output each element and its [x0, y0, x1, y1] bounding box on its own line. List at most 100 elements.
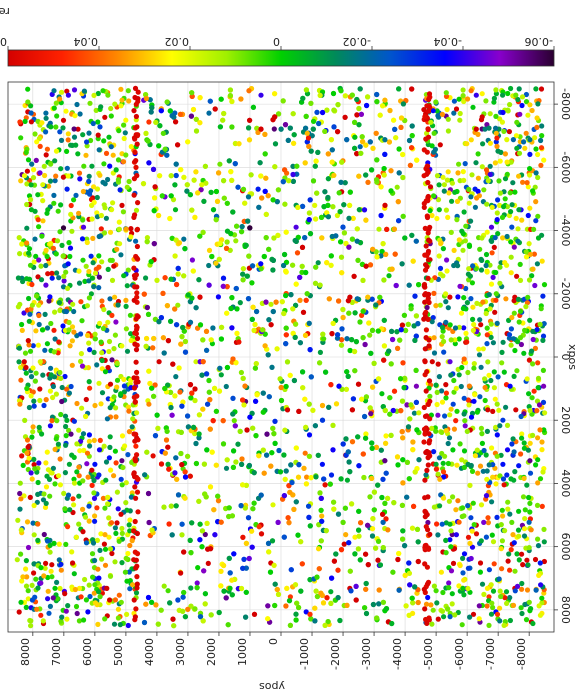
- data-point: [295, 474, 302, 480]
- data-point: [396, 86, 402, 92]
- data-point: [116, 128, 122, 134]
- data-point: [129, 424, 135, 430]
- data-point: [22, 118, 28, 124]
- data-point: [24, 437, 31, 443]
- data-point: [46, 183, 52, 189]
- data-point: [41, 531, 47, 538]
- data-point: [30, 424, 36, 430]
- data-point: [168, 404, 174, 411]
- data-point: [356, 105, 362, 112]
- data-point: [49, 270, 55, 276]
- data-point: [331, 558, 337, 564]
- data-point: [363, 551, 369, 557]
- data-point: [47, 423, 54, 429]
- data-point: [212, 106, 218, 112]
- data-point: [400, 174, 406, 181]
- edge-point: [425, 462, 431, 468]
- data-point: [70, 301, 76, 307]
- edge-point: [425, 126, 431, 132]
- data-point: [293, 499, 299, 505]
- data-point: [91, 495, 98, 501]
- data-point: [115, 302, 121, 308]
- data-point: [511, 244, 517, 250]
- data-point: [363, 394, 369, 400]
- data-point: [156, 319, 162, 325]
- data-point: [525, 447, 532, 453]
- data-point: [168, 276, 174, 282]
- data-point: [365, 94, 371, 100]
- data-point: [382, 458, 388, 464]
- data-point: [410, 258, 416, 264]
- data-point: [86, 438, 92, 444]
- data-point: [279, 299, 285, 305]
- data-point: [193, 116, 199, 122]
- data-point: [151, 335, 157, 342]
- data-point: [56, 473, 62, 479]
- data-point: [118, 103, 124, 109]
- data-point: [439, 608, 446, 614]
- data-point: [478, 364, 484, 370]
- data-point: [201, 198, 207, 204]
- data-point: [195, 190, 201, 196]
- data-point: [263, 175, 269, 181]
- data-point: [336, 298, 342, 304]
- data-point: [322, 622, 328, 629]
- data-point: [302, 332, 309, 338]
- data-point: [197, 120, 203, 126]
- data-point: [43, 115, 49, 121]
- data-point: [281, 493, 287, 499]
- data-point: [517, 277, 524, 283]
- data-point: [347, 189, 353, 195]
- data-point: [313, 474, 319, 480]
- data-point: [352, 534, 358, 540]
- data-point: [477, 246, 483, 252]
- data-point: [224, 228, 231, 234]
- data-point: [113, 319, 119, 325]
- data-point: [400, 480, 406, 486]
- data-point: [41, 163, 47, 169]
- data-point: [116, 592, 122, 598]
- data-point: [170, 616, 176, 622]
- data-point: [58, 618, 64, 624]
- data-point: [488, 582, 494, 588]
- data-point: [459, 228, 465, 234]
- edge-point: [426, 546, 432, 552]
- data-point: [508, 159, 514, 165]
- data-point: [521, 475, 527, 481]
- data-point: [489, 445, 495, 451]
- data-point: [143, 601, 149, 607]
- data-point: [64, 88, 70, 94]
- data-point: [439, 111, 445, 117]
- data-point: [107, 597, 113, 603]
- data-point: [204, 371, 210, 377]
- data-point: [103, 459, 110, 465]
- edge-point: [132, 212, 138, 218]
- edge-point: [132, 149, 138, 155]
- data-point: [303, 424, 309, 430]
- edge-point: [427, 531, 433, 538]
- y-tick-label: -3000: [360, 638, 373, 670]
- data-point: [122, 569, 128, 575]
- data-point: [157, 123, 163, 129]
- data-point: [21, 173, 28, 179]
- edge-point: [131, 431, 137, 437]
- data-point: [516, 319, 522, 325]
- data-point: [343, 240, 349, 247]
- data-point: [328, 253, 334, 259]
- data-point: [104, 416, 110, 422]
- data-point: [262, 131, 268, 137]
- data-point: [218, 519, 224, 525]
- data-point: [122, 443, 128, 449]
- data-point: [323, 369, 329, 375]
- data-point: [250, 506, 256, 512]
- data-point: [475, 175, 481, 181]
- data-point: [121, 376, 127, 382]
- data-point: [477, 560, 484, 566]
- data-point: [196, 498, 202, 504]
- data-point: [29, 281, 35, 288]
- data-point: [467, 589, 473, 595]
- data-point: [363, 435, 369, 441]
- data-point: [125, 452, 131, 458]
- data-point: [468, 88, 474, 94]
- data-point: [524, 376, 530, 382]
